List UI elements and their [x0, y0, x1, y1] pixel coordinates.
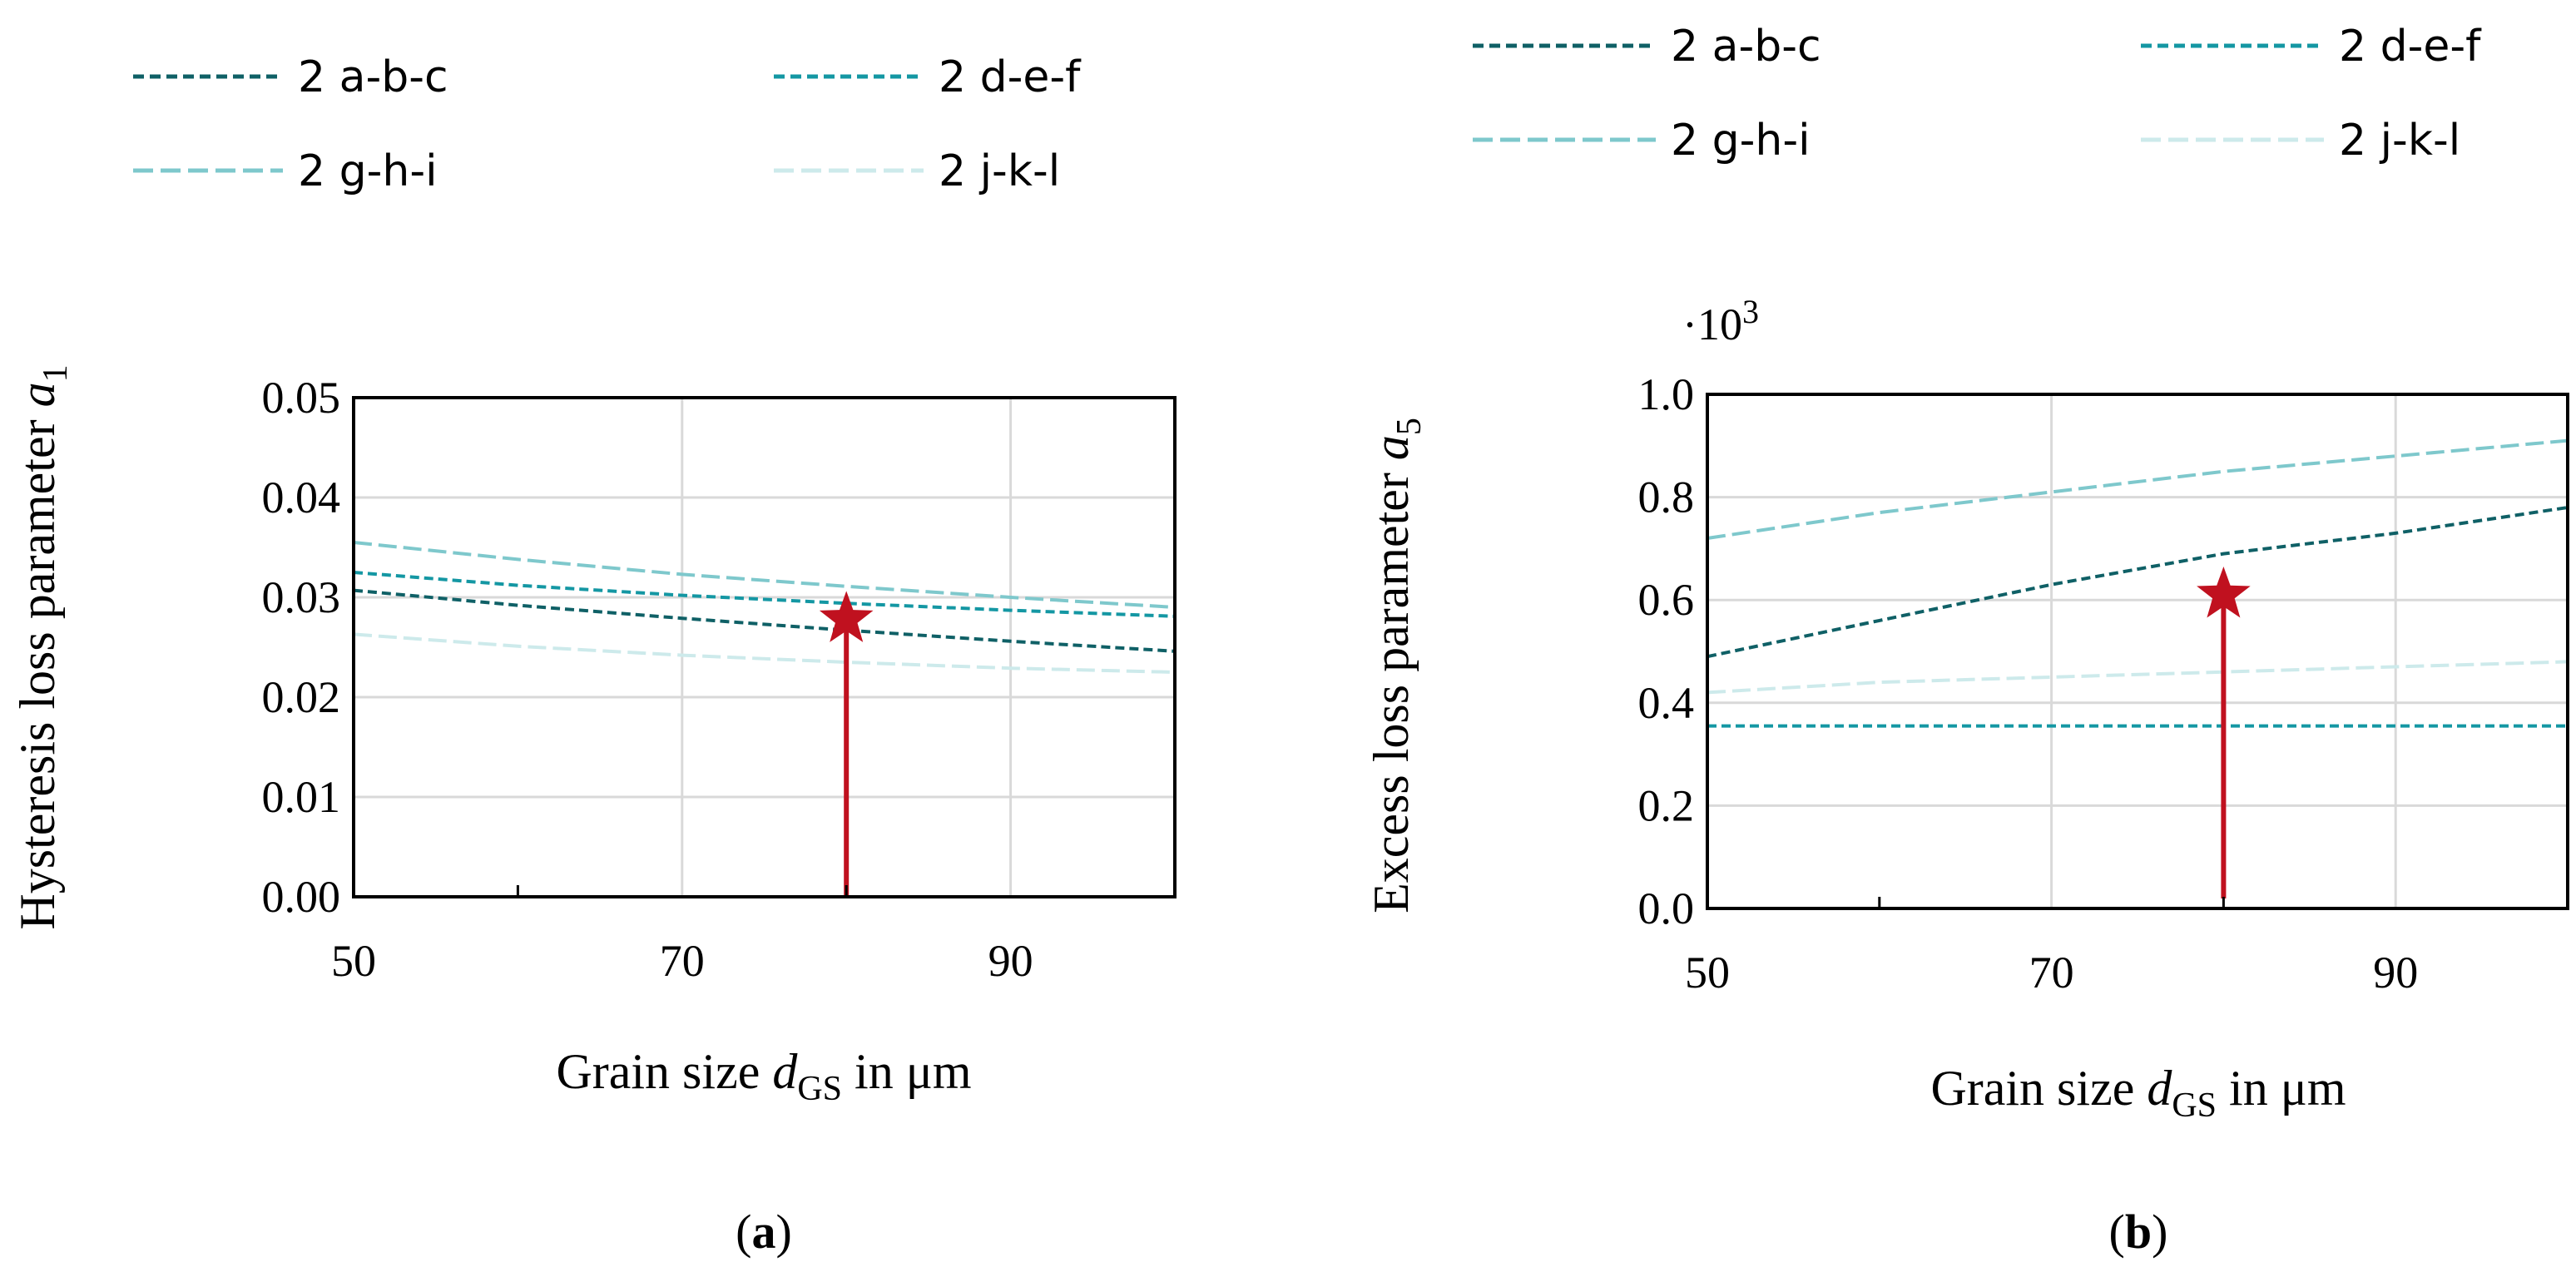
y-tick-label-a: 0.01: [262, 772, 341, 822]
plot-area-b: 0.0 0.2 0.4 0.6 0.8 1.0 50 70 90: [1638, 369, 2569, 997]
legend-a-label-2abc: 2 a-b-c: [298, 52, 448, 102]
plot-area-a: 0.00 0.01 0.02 0.03 0.04 0.05 50 70 90: [262, 373, 1177, 986]
y-tick-label-b: 0.0: [1638, 884, 1695, 933]
series-line-2jkl-b: [1707, 660, 2569, 695]
marker-star-a: [819, 591, 874, 642]
marker-star-b: [2197, 567, 2251, 618]
y-tick-label-b: 0.6: [1638, 575, 1695, 625]
legend-b-label-2ghi: 2 g-h-i: [1671, 116, 1811, 166]
y-axis-label-b: Excess loss parameter a5: [1364, 418, 1429, 913]
series-line-2jkl-a: [353, 632, 1176, 674]
series-line-2ghi-a: [353, 541, 1176, 609]
series-line-2abc-b: [1707, 506, 2569, 659]
legend-b-item-2jkl: 2 j-k-l: [2141, 116, 2460, 166]
y-tick-label-a: 0.03: [262, 572, 341, 622]
series-line-2ghi-b: [1707, 438, 2569, 540]
x-tick-label-a: 50: [331, 936, 376, 986]
panel-a: 2 a-b-c 2 d-e-f 2 g-h-i 2 j-k-l 0.00 0.01…: [10, 52, 1177, 1259]
y-tick-label-b: 1.0: [1638, 369, 1695, 419]
legend-b-label-2def: 2 d-e-f: [2339, 22, 2482, 72]
series-line-2def-a: [353, 571, 1176, 618]
legend-a-label-2def: 2 d-e-f: [939, 52, 1082, 102]
x-tick-label-b: 70: [2029, 948, 2074, 997]
x-tick-label-b: 50: [1685, 948, 1730, 997]
legend-a-label-2jkl: 2 j-k-l: [939, 146, 1060, 196]
panel-b-caption: (b): [2109, 1205, 2168, 1259]
y-tick-label-a: 0.00: [262, 872, 341, 922]
x-tick-label-a: 70: [660, 936, 705, 986]
plot-frame-a: [352, 396, 1177, 898]
y-tick-label-b: 0.8: [1638, 473, 1695, 522]
legend-b-label-2jkl: 2 j-k-l: [2339, 116, 2460, 166]
y-tick-label-a: 0.04: [262, 473, 341, 522]
legend-a-item-2jkl: 2 j-k-l: [774, 146, 1060, 196]
y-scale-factor-b: ·103: [1682, 293, 1759, 349]
y-tick-label-b: 0.2: [1638, 780, 1695, 830]
legend-b-item-2abc: 2 a-b-c: [1473, 22, 1821, 72]
legend-a-item-2abc: 2 a-b-c: [133, 52, 448, 102]
series-line-2abc-a: [353, 588, 1176, 653]
legend-a-label-2ghi: 2 g-h-i: [298, 146, 438, 196]
x-tick-label-a: 90: [988, 936, 1033, 986]
legend-b: 2 a-b-c 2 d-e-f 2 g-h-i 2 j-k-l: [1473, 22, 2482, 166]
legend-b-item-2ghi: 2 g-h-i: [1473, 116, 1811, 166]
panel-a-caption: (a): [736, 1205, 792, 1259]
y-tick-label-b: 0.4: [1638, 678, 1695, 728]
y-tick-label-a: 0.05: [262, 373, 341, 423]
legend-b-label-2abc: 2 a-b-c: [1671, 22, 1821, 72]
plot-frame-b: [1706, 393, 2569, 910]
legend-b-item-2def: 2 d-e-f: [2141, 22, 2482, 72]
x-axis-label-a: Grain size dGS in μm: [556, 1044, 971, 1108]
x-axis-label-b: Grain size dGS in μm: [1930, 1061, 2346, 1125]
legend-a-item-2ghi: 2 g-h-i: [133, 146, 438, 196]
legend-a: 2 a-b-c 2 d-e-f 2 g-h-i 2 j-k-l: [133, 52, 1082, 196]
x-tick-label-b: 90: [2373, 948, 2418, 997]
y-axis-label-a: Hysteresis loss parameter a1: [10, 364, 75, 929]
y-tick-label-a: 0.02: [262, 672, 341, 722]
legend-a-item-2def: 2 d-e-f: [774, 52, 1082, 102]
panel-b: 2 a-b-c 2 d-e-f 2 g-h-i 2 j-k-l ·103 0.0…: [1364, 22, 2569, 1259]
